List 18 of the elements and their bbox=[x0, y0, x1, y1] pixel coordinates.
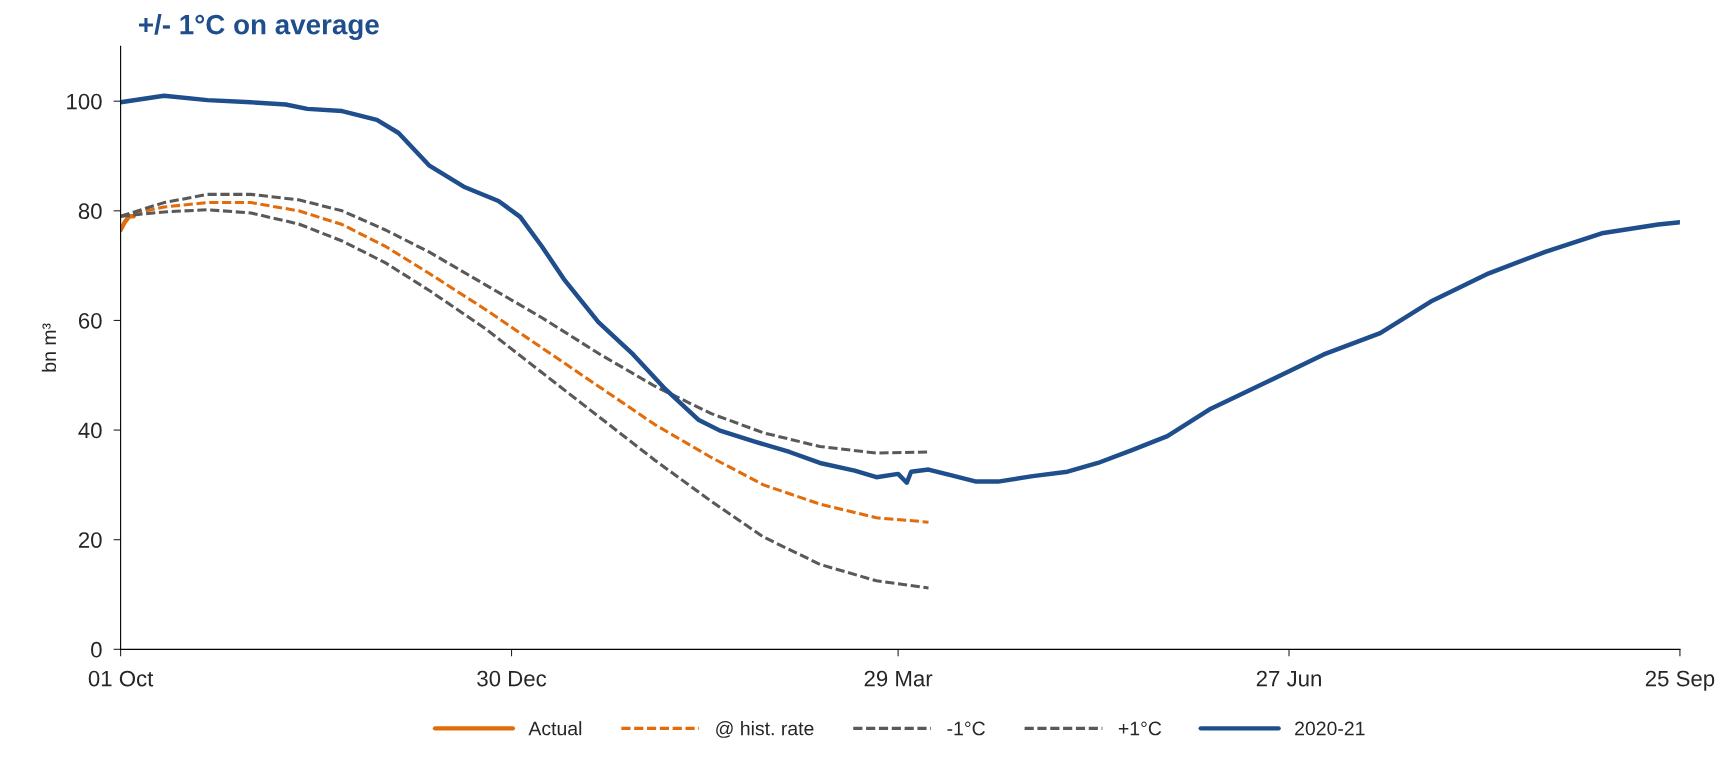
x-tick-label: 27 Jun bbox=[1256, 670, 1321, 687]
y-tick-label: 0 bbox=[91, 641, 102, 658]
legend-label: @ hist. rate bbox=[716, 721, 814, 738]
y-tick-label: 20 bbox=[78, 532, 102, 548]
x-tick-label: 29 Mar bbox=[864, 670, 933, 687]
legend-label: Actual bbox=[528, 721, 582, 736]
legend-label: -1°C bbox=[947, 721, 985, 736]
y-tick-label: 80 bbox=[78, 203, 102, 220]
legend-label: +1°C bbox=[1118, 721, 1162, 736]
y-tick-label: 40 bbox=[78, 422, 102, 439]
legend-label: 2020-21 bbox=[1295, 721, 1365, 736]
x-tick-label: 01 Oct bbox=[88, 670, 154, 687]
x-tick-label: 30 Dec bbox=[477, 670, 547, 687]
x-tick-label: 25 Sep bbox=[1645, 670, 1715, 691]
y-tick-label: 60 bbox=[78, 312, 102, 329]
y-axis-title: bn m³ bbox=[41, 323, 57, 372]
chart-title: +/- 1°C on average bbox=[139, 14, 379, 41]
y-tick-label: 100 bbox=[67, 93, 102, 110]
